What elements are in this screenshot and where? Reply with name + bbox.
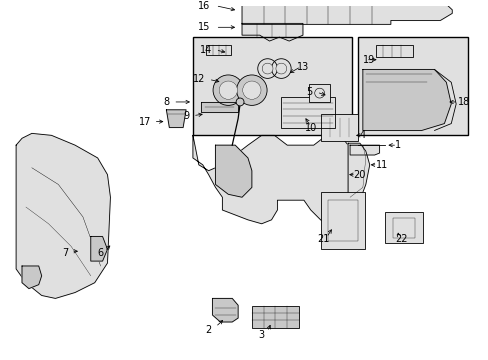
Circle shape <box>213 75 243 105</box>
Bar <box>357 37 467 135</box>
Text: 20: 20 <box>352 170 365 180</box>
Polygon shape <box>215 145 251 197</box>
Bar <box>308 84 330 102</box>
Bar <box>328 200 357 242</box>
Text: 8: 8 <box>163 97 169 107</box>
Text: 5: 5 <box>305 87 311 97</box>
Bar <box>281 97 335 129</box>
Circle shape <box>275 63 286 74</box>
Bar <box>205 45 231 55</box>
Circle shape <box>219 81 237 99</box>
Polygon shape <box>347 143 369 200</box>
Text: 6: 6 <box>97 248 103 258</box>
Text: 16: 16 <box>198 1 210 11</box>
Bar <box>375 45 412 57</box>
Bar <box>320 114 357 141</box>
Bar <box>193 37 351 135</box>
Polygon shape <box>242 23 303 41</box>
Polygon shape <box>22 266 41 289</box>
Text: 14: 14 <box>200 45 212 55</box>
Text: 19: 19 <box>362 55 374 65</box>
Text: 9: 9 <box>183 111 189 121</box>
Circle shape <box>236 75 266 105</box>
Circle shape <box>262 63 272 74</box>
Text: 13: 13 <box>296 62 309 72</box>
Polygon shape <box>349 145 379 155</box>
Bar <box>251 306 298 328</box>
Text: 12: 12 <box>193 75 205 84</box>
Text: 17: 17 <box>139 117 151 127</box>
Text: 4: 4 <box>359 130 366 140</box>
Polygon shape <box>212 298 238 322</box>
Text: 11: 11 <box>375 160 387 170</box>
Bar <box>385 212 422 243</box>
Circle shape <box>236 98 244 106</box>
Polygon shape <box>362 69 450 130</box>
Text: 1: 1 <box>394 140 401 150</box>
Text: 21: 21 <box>317 234 329 244</box>
Polygon shape <box>242 0 451 24</box>
Text: 22: 22 <box>394 234 407 244</box>
Text: 15: 15 <box>198 22 210 32</box>
Circle shape <box>242 81 261 99</box>
Text: 7: 7 <box>62 248 68 258</box>
Polygon shape <box>91 237 107 261</box>
Text: 3: 3 <box>258 330 264 340</box>
Bar <box>392 218 414 238</box>
Polygon shape <box>16 134 110 298</box>
Polygon shape <box>193 135 347 227</box>
Text: 2: 2 <box>205 325 211 335</box>
Text: 18: 18 <box>457 97 469 107</box>
Polygon shape <box>166 110 185 127</box>
Polygon shape <box>201 102 238 112</box>
Text: 10: 10 <box>304 123 316 134</box>
Bar <box>320 192 364 249</box>
